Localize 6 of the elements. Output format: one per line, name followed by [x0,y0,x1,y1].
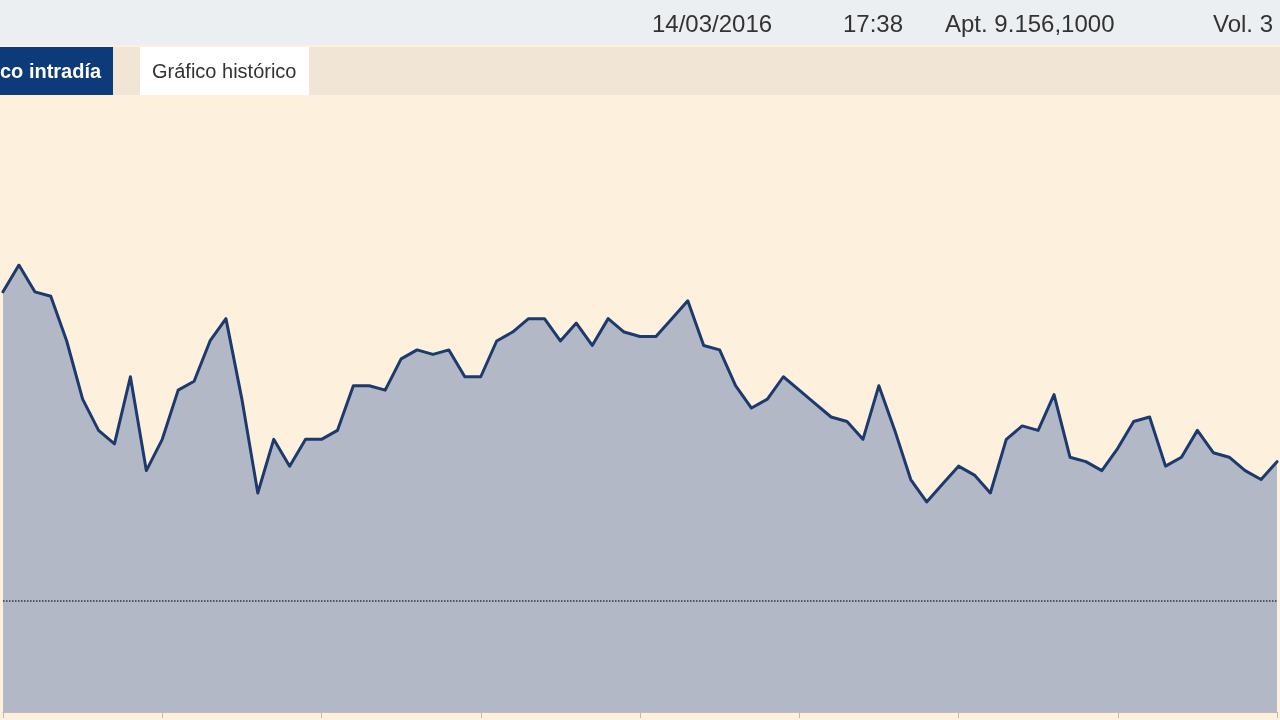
text: Gráfico histórico [140,47,309,95]
text: 17:38 [843,10,904,38]
text: 14/03/2016 [652,10,773,38]
text: co intradía [0,47,114,95]
text: Vol. 3 [1213,10,1274,38]
text: Apt. 9.156,1000 [945,10,1115,38]
